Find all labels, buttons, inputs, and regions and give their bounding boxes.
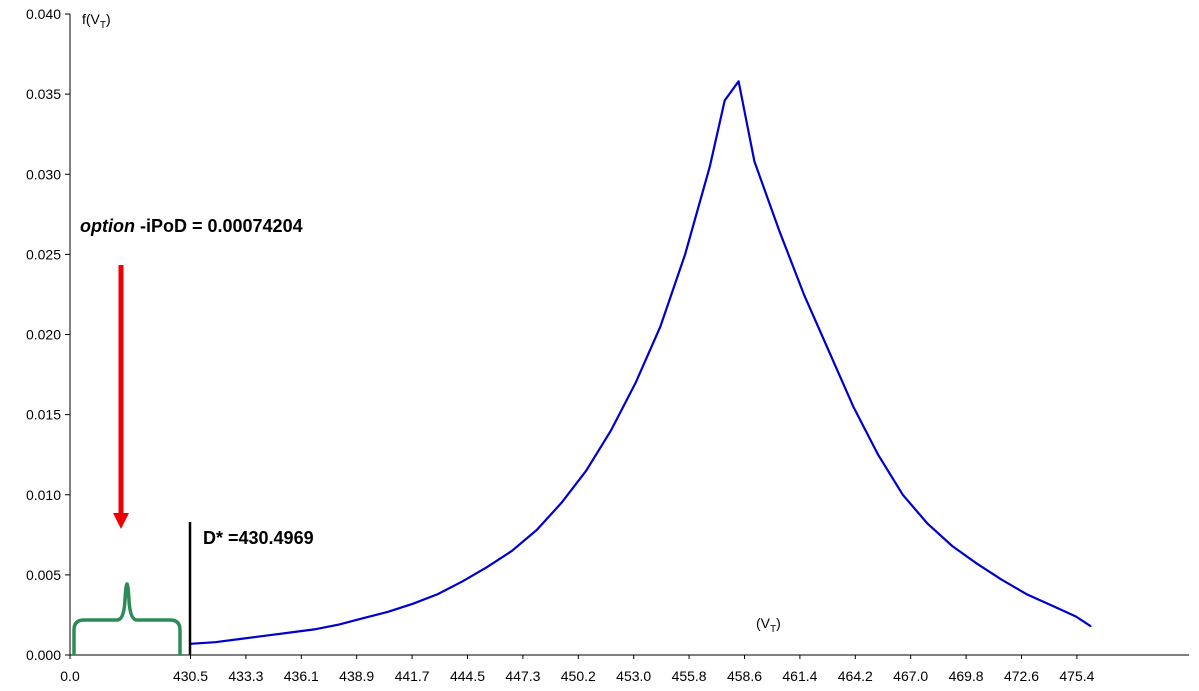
- series-point: [239, 638, 241, 640]
- series-point: [313, 628, 316, 631]
- x-tick-label: 455.8: [672, 668, 707, 684]
- y-ticks: 0.000 0.005 0.010 0.015 0.020 0.025 0.030 0.035…: [26, 6, 70, 663]
- red-arrow-head: [113, 513, 129, 529]
- option-annotation-italic: option: [80, 216, 135, 236]
- series-point: [585, 469, 587, 472]
- y-axis-label-close: ): [106, 11, 111, 27]
- y-tick-label: 0.000: [26, 647, 61, 663]
- series-point: [263, 635, 266, 637]
- series-point: [1000, 578, 1003, 581]
- series-point: [437, 593, 439, 595]
- x-tick-label: 472.6: [1004, 668, 1039, 684]
- y-tick-label: 0.040: [26, 6, 61, 22]
- series-point: [723, 99, 726, 102]
- green-brace-icon: [72, 582, 182, 655]
- series-point: [610, 429, 612, 432]
- red-arrow-icon: [113, 265, 129, 529]
- y-tick-label: 0.035: [26, 86, 61, 102]
- y-axis-label-sub: T: [100, 20, 106, 31]
- series-point: [877, 453, 879, 456]
- series-line-density: [190, 80, 1092, 645]
- series-point: [803, 293, 805, 296]
- series-point: [827, 349, 830, 352]
- series-point: [387, 610, 390, 613]
- series-point: [737, 80, 740, 83]
- series-point: [511, 550, 513, 552]
- x-axis-label: (VT): [756, 615, 781, 635]
- x-tick-label: 464.2: [838, 668, 873, 684]
- series-point: [560, 502, 563, 504]
- x-tick-label: 475.4: [1059, 668, 1094, 684]
- x-tick-label: 436.1: [284, 668, 319, 684]
- x-axis-label-main: (V: [756, 615, 771, 631]
- series-point: [778, 229, 780, 232]
- series-point: [1089, 625, 1092, 627]
- series-point: [709, 165, 711, 167]
- series-point: [338, 623, 340, 626]
- series-point: [926, 522, 929, 525]
- series-point: [461, 580, 464, 583]
- dstar-label: D* =430.4969: [203, 528, 314, 548]
- series-points: [189, 80, 1092, 645]
- x-tick-label: 430.5: [173, 668, 208, 684]
- series-point: [684, 253, 686, 256]
- y-tick-label: 0.025: [26, 246, 61, 262]
- x-tick-label: 461.4: [782, 668, 817, 684]
- y-tick-label: 0.020: [26, 327, 61, 343]
- y-tick-label: 0.030: [26, 166, 61, 182]
- series-point: [659, 325, 662, 328]
- option-annotation: option -iPoD = 0.00074204: [80, 216, 303, 236]
- y-axis-label-main: f(V: [82, 11, 101, 27]
- x-tick-label: 438.9: [339, 668, 374, 684]
- x-tick-label: 447.3: [505, 668, 540, 684]
- series-point: [634, 381, 637, 384]
- option-annotation-rest: -iPoD = 0.00074204: [135, 216, 303, 236]
- series-point: [902, 494, 904, 496]
- x-ticks: 0.0 430.5 433.3 436.1 438.9 441.7 444.5 447.3 45…: [60, 655, 1095, 684]
- x-tick-label: 469.8: [949, 668, 984, 684]
- y-tick-label: 0.005: [26, 567, 61, 583]
- y-tick-label: 0.015: [26, 407, 61, 423]
- x-tick-label: 467.0: [893, 668, 928, 684]
- y-tick-label: 0.010: [26, 487, 61, 503]
- x-tick-label: 433.3: [228, 668, 263, 684]
- x-tick-label: 444.5: [450, 668, 485, 684]
- x-tick-label: 450.2: [561, 668, 596, 684]
- y-axis-label: f(VT): [82, 11, 111, 31]
- x-tick-label: 0.0: [60, 668, 80, 684]
- x-tick-label: 453.0: [616, 668, 651, 684]
- x-axis-label-sub: T: [770, 624, 776, 635]
- x-axis-label-close: ): [776, 615, 781, 631]
- series-point: [535, 529, 538, 531]
- series-point: [1075, 615, 1077, 618]
- series-point: [214, 641, 216, 643]
- series-point: [976, 562, 978, 565]
- series-point: [852, 405, 855, 408]
- series-point: [753, 160, 756, 163]
- x-tick-label: 458.6: [727, 668, 762, 684]
- series-point: [951, 545, 953, 547]
- series-point: [1050, 604, 1052, 607]
- series-point: [412, 602, 414, 605]
- x-tick-label: 441.7: [395, 668, 430, 684]
- series-point: [486, 566, 489, 568]
- series-point: [288, 631, 291, 634]
- series-point: [362, 617, 365, 619]
- series-point: [1025, 593, 1028, 595]
